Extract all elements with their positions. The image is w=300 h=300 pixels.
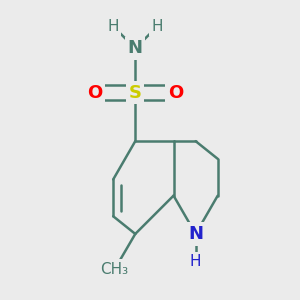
Text: O: O — [168, 84, 183, 102]
Text: O: O — [87, 84, 102, 102]
Text: N: N — [128, 39, 143, 57]
Text: H: H — [152, 19, 163, 34]
Text: S: S — [129, 84, 142, 102]
Text: H: H — [107, 19, 119, 34]
Text: N: N — [188, 225, 203, 243]
Text: CH₃: CH₃ — [100, 262, 129, 277]
Text: H: H — [190, 254, 201, 269]
